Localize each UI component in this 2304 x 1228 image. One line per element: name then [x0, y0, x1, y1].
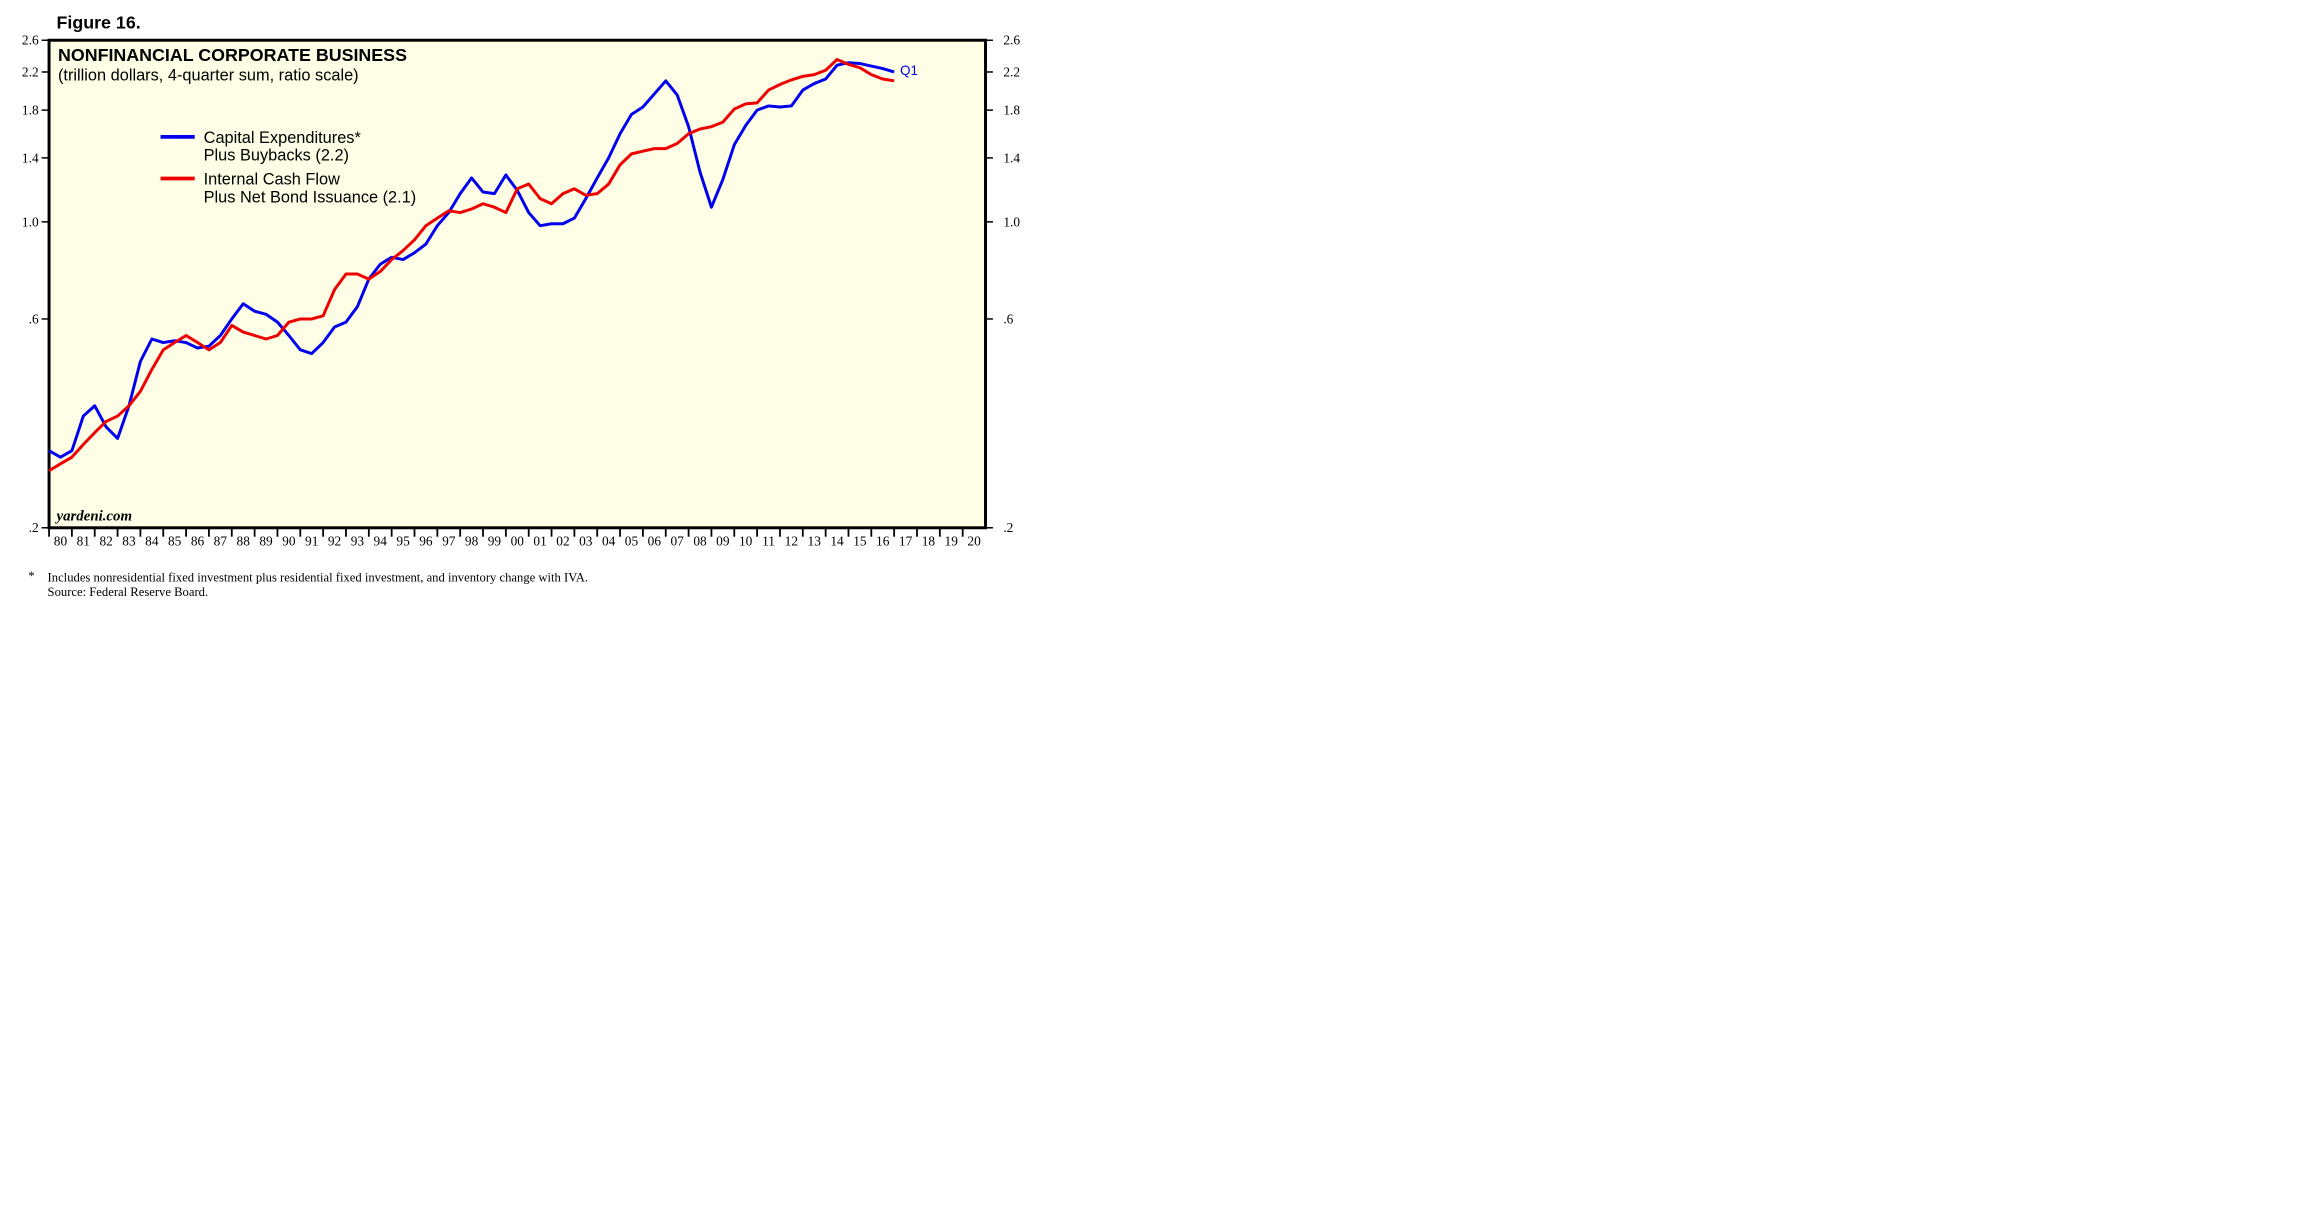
x-tick-label: 15	[853, 534, 867, 549]
x-tick-label: 06	[648, 534, 662, 549]
y2-tick-label: .2	[1003, 520, 1013, 535]
x-tick-label: 18	[922, 534, 936, 549]
y2-tick-label: 2.2	[1003, 64, 1020, 79]
x-tick-label: 08	[693, 534, 707, 549]
x-tick-label: 83	[122, 534, 136, 549]
x-tick-label: 89	[259, 534, 273, 549]
y2-tick-label: .6	[1003, 311, 1013, 326]
source: Source: Federal Reserve Board.	[48, 585, 209, 599]
x-tick-label: 93	[351, 534, 365, 549]
x-tick-label: 86	[191, 534, 205, 549]
x-tick-label: 01	[533, 534, 546, 549]
x-tick-label: 17	[899, 534, 913, 549]
x-tick-label: 07	[670, 534, 684, 549]
x-tick-label: 13	[808, 534, 822, 549]
x-tick-label: 05	[625, 534, 639, 549]
x-tick-label: 84	[145, 534, 159, 549]
y2-tick-label: 2.6	[1003, 33, 1020, 48]
chart-title: NONFINANCIAL CORPORATE BUSINESS	[58, 45, 407, 65]
x-tick-label: 16	[876, 534, 890, 549]
plot-area	[47, 38, 988, 530]
y-tick-label: 1.8	[22, 103, 39, 118]
footnote-marker: *	[28, 569, 34, 583]
x-tick-label: 10	[739, 534, 753, 549]
y2-tick-label: 1.8	[1003, 103, 1020, 118]
x-tick-label: 94	[374, 534, 388, 549]
x-tick-label: 98	[465, 534, 479, 549]
footnote: Includes nonresidential fixed investment…	[48, 570, 588, 584]
y-tick-label: .2	[29, 520, 39, 535]
x-tick-label: 19	[945, 534, 959, 549]
x-tick-label: 09	[716, 534, 730, 549]
x-tick-label: 80	[54, 534, 68, 549]
x-tick-label: 20	[967, 534, 981, 549]
y2-tick-label: 1.0	[1003, 214, 1020, 229]
y-tick-label: 2.6	[22, 33, 39, 48]
chart-subtitle: (trillion dollars, 4-quarter sum, ratio …	[58, 66, 359, 84]
x-tick-label: 00	[511, 534, 525, 549]
x-tick-label: 81	[77, 534, 90, 549]
x-tick-label: 82	[99, 534, 112, 549]
x-tick-label: 14	[830, 534, 844, 549]
y-tick-label: 2.2	[22, 64, 39, 79]
y-tick-label: .6	[29, 311, 39, 326]
x-tick-label: 87	[214, 534, 228, 549]
annotation: Q1	[900, 63, 918, 78]
x-tick-label: 90	[282, 534, 296, 549]
x-tick-label: 91	[305, 534, 318, 549]
series-line	[48, 57, 895, 473]
figure-label: Figure 16.	[56, 12, 140, 32]
x-tick-label: 97	[442, 534, 456, 549]
x-tick-label: 12	[785, 534, 798, 549]
y-tick-label: 1.0	[22, 214, 39, 229]
x-tick-label: 99	[488, 534, 502, 549]
x-tick-label: 85	[168, 534, 182, 549]
legend-label: Internal Cash Flow Plus Net Bond Issuance…	[204, 170, 417, 206]
y2-tick-label: 1.4	[1003, 150, 1020, 165]
x-tick-label: 02	[556, 534, 569, 549]
x-tick-label: 95	[396, 534, 410, 549]
x-tick-label: 11	[762, 534, 775, 549]
y-tick-label: 1.4	[22, 150, 39, 165]
watermark: yardeni.com	[54, 508, 132, 524]
legend-label: Capital Expenditures* Plus Buybacks (2.2)	[204, 129, 362, 165]
series-line	[48, 61, 895, 459]
x-tick-label: 88	[237, 534, 251, 549]
x-tick-label: 92	[328, 534, 341, 549]
x-tick-label: 96	[419, 534, 433, 549]
x-tick-label: 03	[579, 534, 593, 549]
x-tick-label: 04	[602, 534, 616, 549]
